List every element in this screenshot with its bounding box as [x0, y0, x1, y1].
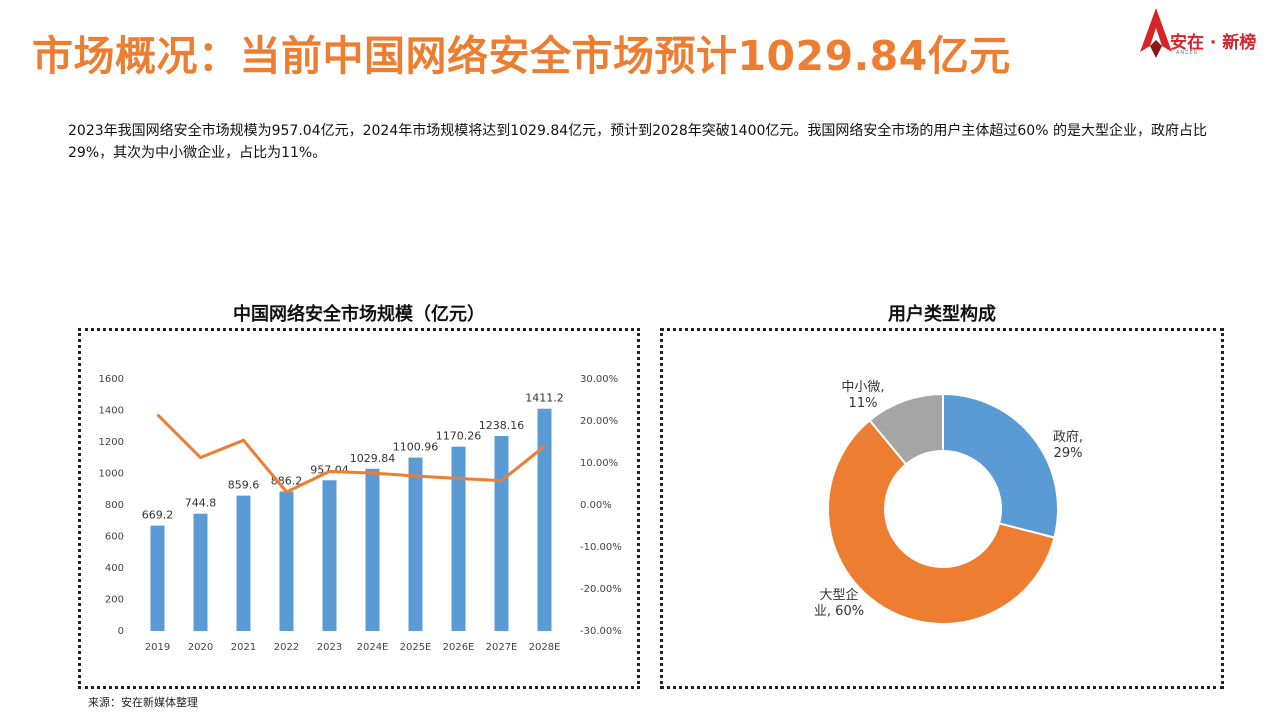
y-tick-label: 600 — [105, 532, 124, 543]
donut-slice — [942, 392, 1059, 539]
bar — [408, 457, 423, 631]
y-tick-label: 800 — [105, 500, 124, 511]
bar-value-label: 1029.84 — [350, 452, 396, 465]
y-tick-label: 1600 — [99, 374, 124, 385]
y-tick-label: 1400 — [99, 406, 124, 417]
logo-subtext: ANZER — [1176, 50, 1199, 56]
slice-label-line: 11% — [849, 396, 878, 411]
bar-value-label: 1411.2 — [525, 392, 564, 405]
slice-label-line: 29% — [1054, 446, 1083, 461]
logo-text: 安在 · 新榜 — [1170, 33, 1257, 53]
x-tick-label: 2026E — [443, 642, 475, 653]
y2-tick-label: 20.00% — [580, 416, 618, 427]
x-tick-label: 2025E — [400, 642, 432, 653]
y-tick-label: 1200 — [99, 437, 124, 448]
bar-value-label: 957.04 — [310, 463, 349, 476]
slice-label-line: 中小微, — [841, 380, 884, 395]
x-tick-label: 2023 — [317, 642, 342, 653]
source-note: 来源：安在新媒体整理 — [88, 696, 198, 709]
page-title: 市场概况：当前中国网络安全市场预计1029.84亿元 — [32, 32, 1011, 80]
slice-label-line: 业, 60% — [814, 604, 864, 619]
bar-value-label: 744.8 — [185, 497, 217, 510]
slice-label-line: 大型企 — [819, 587, 858, 603]
bar — [494, 435, 509, 631]
summary-text: 2023年我国网络安全市场规模为957.04亿元，2024年市场规模将达到102… — [68, 123, 1207, 161]
bar-value-label: 669.2 — [142, 509, 174, 522]
y-tick-label: 200 — [105, 595, 124, 606]
y2-tick-label: -10.00% — [580, 542, 622, 553]
x-tick-label: 2027E — [486, 642, 518, 653]
y2-tick-label: -20.00% — [580, 584, 622, 595]
x-tick-label: 2020 — [188, 642, 213, 653]
bar — [279, 491, 294, 631]
donut-chart-title: 用户类型构成 — [888, 304, 996, 325]
bar — [322, 480, 337, 631]
bar — [193, 513, 208, 631]
slice-label: 大型企业, 60% — [814, 587, 864, 619]
bar — [365, 468, 380, 631]
donut-slice — [868, 392, 944, 466]
x-tick-label: 2024E — [357, 642, 389, 653]
y2-tick-label: 0.00% — [580, 500, 612, 511]
donut-chart-panel: 政府, 29% 大型企业, 60% 中小微, 11% — [660, 328, 1224, 689]
bar — [451, 446, 466, 631]
x-tick-label: 2019 — [145, 642, 170, 653]
brand-logo: 安在 · 新榜 ANZER — [1136, 6, 1276, 60]
donut-chart: 政府, 29% 大型企业, 60% 中小微, 11% — [814, 380, 1083, 625]
bar-line-chart: 0 200 400 600 800 1000 1200 1400 1600 -30.00% -20.… — [99, 374, 622, 653]
donut-slice — [827, 418, 1056, 625]
bar-value-label: 1100.96 — [393, 441, 439, 454]
bar — [236, 495, 251, 631]
bar-value-label: 1170.26 — [436, 430, 482, 443]
y2-tick-label: 10.00% — [580, 458, 618, 469]
y2-tick-label: -30.00% — [580, 626, 622, 637]
logo-mark-icon — [1140, 8, 1172, 58]
slice-label: 中小微, 11% — [841, 380, 884, 411]
x-tick-label: 2028E — [529, 642, 561, 653]
bar — [150, 525, 165, 631]
bar-value-label: 1238.16 — [479, 419, 525, 432]
bar-chart-title: 中国网络安全市场规模（亿元） — [233, 304, 485, 325]
x-tick-label: 2022 — [274, 642, 299, 653]
y-tick-label: 1000 — [99, 469, 124, 480]
slice-label-line: 政府, — [1053, 430, 1083, 445]
x-tick-label: 2021 — [231, 642, 256, 653]
y2-tick-label: 30.00% — [580, 374, 618, 385]
bar-value-label: 859.6 — [228, 479, 260, 492]
y-tick-label: 0 — [118, 626, 124, 637]
y-tick-label: 400 — [105, 563, 124, 574]
slice-label: 政府, 29% — [1053, 430, 1083, 461]
bar — [537, 408, 552, 631]
growth-line — [156, 413, 546, 494]
bar-chart-panel: 0 200 400 600 800 1000 1200 1400 1600 -30.00% -20.… — [78, 328, 640, 689]
